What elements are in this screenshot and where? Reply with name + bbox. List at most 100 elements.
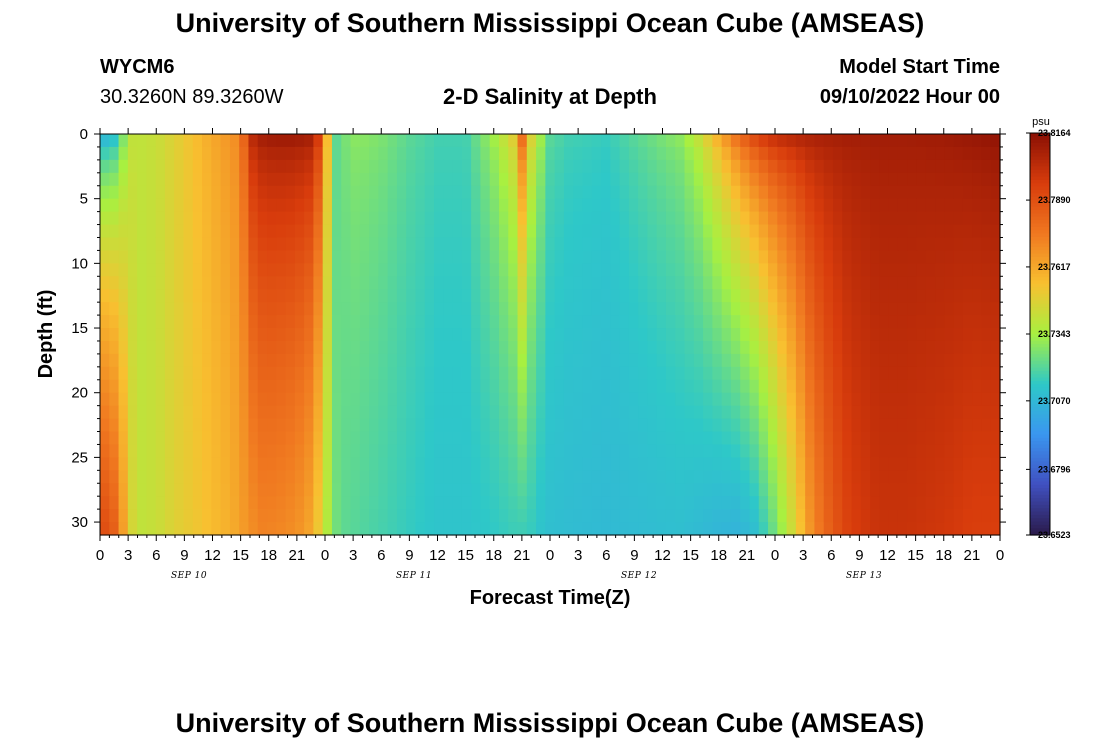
heatmap-cell (721, 379, 732, 394)
heatmap-cell (693, 250, 704, 264)
heatmap-cell (851, 302, 862, 316)
heatmap-cell (545, 457, 556, 471)
heatmap-cell (749, 134, 760, 148)
heatmap-cell (916, 146, 927, 161)
date-label: SEP 12 (621, 571, 657, 581)
heatmap-cell (424, 185, 435, 200)
heatmap-cell (304, 224, 314, 239)
colorbar-segment (1030, 401, 1050, 405)
heatmap-cell (712, 340, 723, 355)
heatmap-cell (313, 263, 324, 277)
heatmap-cell (480, 289, 491, 303)
heatmap-cell (164, 159, 175, 174)
heatmap-cell (396, 431, 407, 446)
heatmap-cell (619, 353, 630, 368)
colorbar-segment (1030, 176, 1050, 181)
heatmap-cell (870, 328, 880, 342)
heatmap-cell (406, 224, 417, 239)
heatmap-cell (832, 315, 843, 329)
heatmap-cell (870, 185, 880, 200)
heatmap-cell (359, 211, 370, 226)
heatmap-cell (331, 509, 342, 523)
heatmap-cell (406, 457, 417, 471)
heatmap-cell (935, 470, 945, 484)
heatmap-cell (480, 263, 491, 277)
heatmap-cell (137, 185, 147, 200)
heatmap-cell (814, 172, 825, 187)
heatmap-cell (990, 302, 1001, 316)
heatmap-cell (267, 185, 277, 200)
heatmap-cell (174, 263, 185, 277)
heatmap-cell (146, 276, 157, 290)
colorbar-segment (1030, 317, 1050, 322)
heatmap-cell (452, 496, 463, 510)
heatmap-cell (675, 159, 686, 174)
heatmap-cell (554, 483, 565, 497)
heatmap-cell (508, 522, 519, 536)
heatmap-cell (619, 224, 630, 239)
heatmap-cell (972, 366, 983, 381)
heatmap-cell (628, 353, 639, 368)
heatmap-cell (137, 250, 147, 264)
colorbar-segment (1030, 357, 1050, 362)
heatmap-cell (805, 224, 816, 239)
heatmap-cell (137, 379, 147, 394)
heatmap-cell (897, 302, 908, 316)
heatmap-cell (944, 496, 955, 510)
heatmap-cell (517, 379, 528, 394)
heatmap-cell (638, 418, 649, 433)
heatmap-cell (202, 353, 212, 368)
heatmap-cell (211, 198, 222, 213)
colorbar-tick-label: 23.8164 (1038, 128, 1071, 138)
heatmap-cell (220, 444, 231, 458)
heatmap-cell (554, 405, 565, 420)
heatmap-cell (693, 418, 704, 433)
heatmap-cell (452, 302, 463, 316)
heatmap-cell (443, 159, 454, 174)
heatmap-cell (406, 134, 417, 148)
heatmap-cell (916, 211, 927, 226)
heatmap-cell (415, 470, 426, 484)
heatmap-cell (341, 172, 352, 187)
heatmap-cell (387, 159, 398, 174)
heatmap-cell (257, 522, 268, 536)
heatmap-cell (164, 470, 175, 484)
heatmap-cell (712, 366, 723, 381)
heatmap-cell (118, 185, 129, 200)
heatmap-cell (508, 470, 519, 484)
heatmap-cell (183, 496, 194, 510)
heatmap-cell (730, 328, 741, 342)
heatmap-cell (935, 457, 945, 471)
heatmap-cell (601, 250, 611, 264)
heatmap-cell (860, 315, 871, 329)
heatmap-cell (851, 483, 862, 497)
heatmap-cell (907, 172, 918, 187)
heatmap-cell (619, 172, 630, 187)
heatmap-cell (313, 418, 324, 433)
heatmap-cell (127, 250, 138, 264)
heatmap-cell (925, 276, 936, 290)
heatmap-cell (907, 263, 918, 277)
heatmap-cell (526, 276, 537, 290)
heatmap-cell (452, 353, 463, 368)
heatmap-cell (146, 289, 157, 303)
heatmap-cell (369, 263, 379, 277)
heatmap-cell (888, 444, 899, 458)
heatmap-cell (508, 457, 519, 471)
footer-title: University of Southern Mississippi Ocean… (175, 708, 925, 738)
heatmap-cell (786, 418, 797, 433)
heatmap-cell (331, 444, 342, 458)
colorbar-segment (1030, 380, 1050, 385)
heatmap-cell (897, 444, 908, 458)
heatmap-cell (554, 198, 565, 213)
heatmap-cell (202, 134, 212, 148)
heatmap-cell (211, 431, 222, 446)
heatmap-cell (582, 379, 593, 394)
heatmap-cell (536, 457, 546, 471)
heatmap-cell (656, 224, 667, 239)
heatmap-cell (155, 444, 166, 458)
heatmap-cell (164, 276, 175, 290)
heatmap-cell (174, 379, 185, 394)
heatmap-cell (536, 379, 546, 394)
colorbar-segment (1030, 260, 1050, 265)
